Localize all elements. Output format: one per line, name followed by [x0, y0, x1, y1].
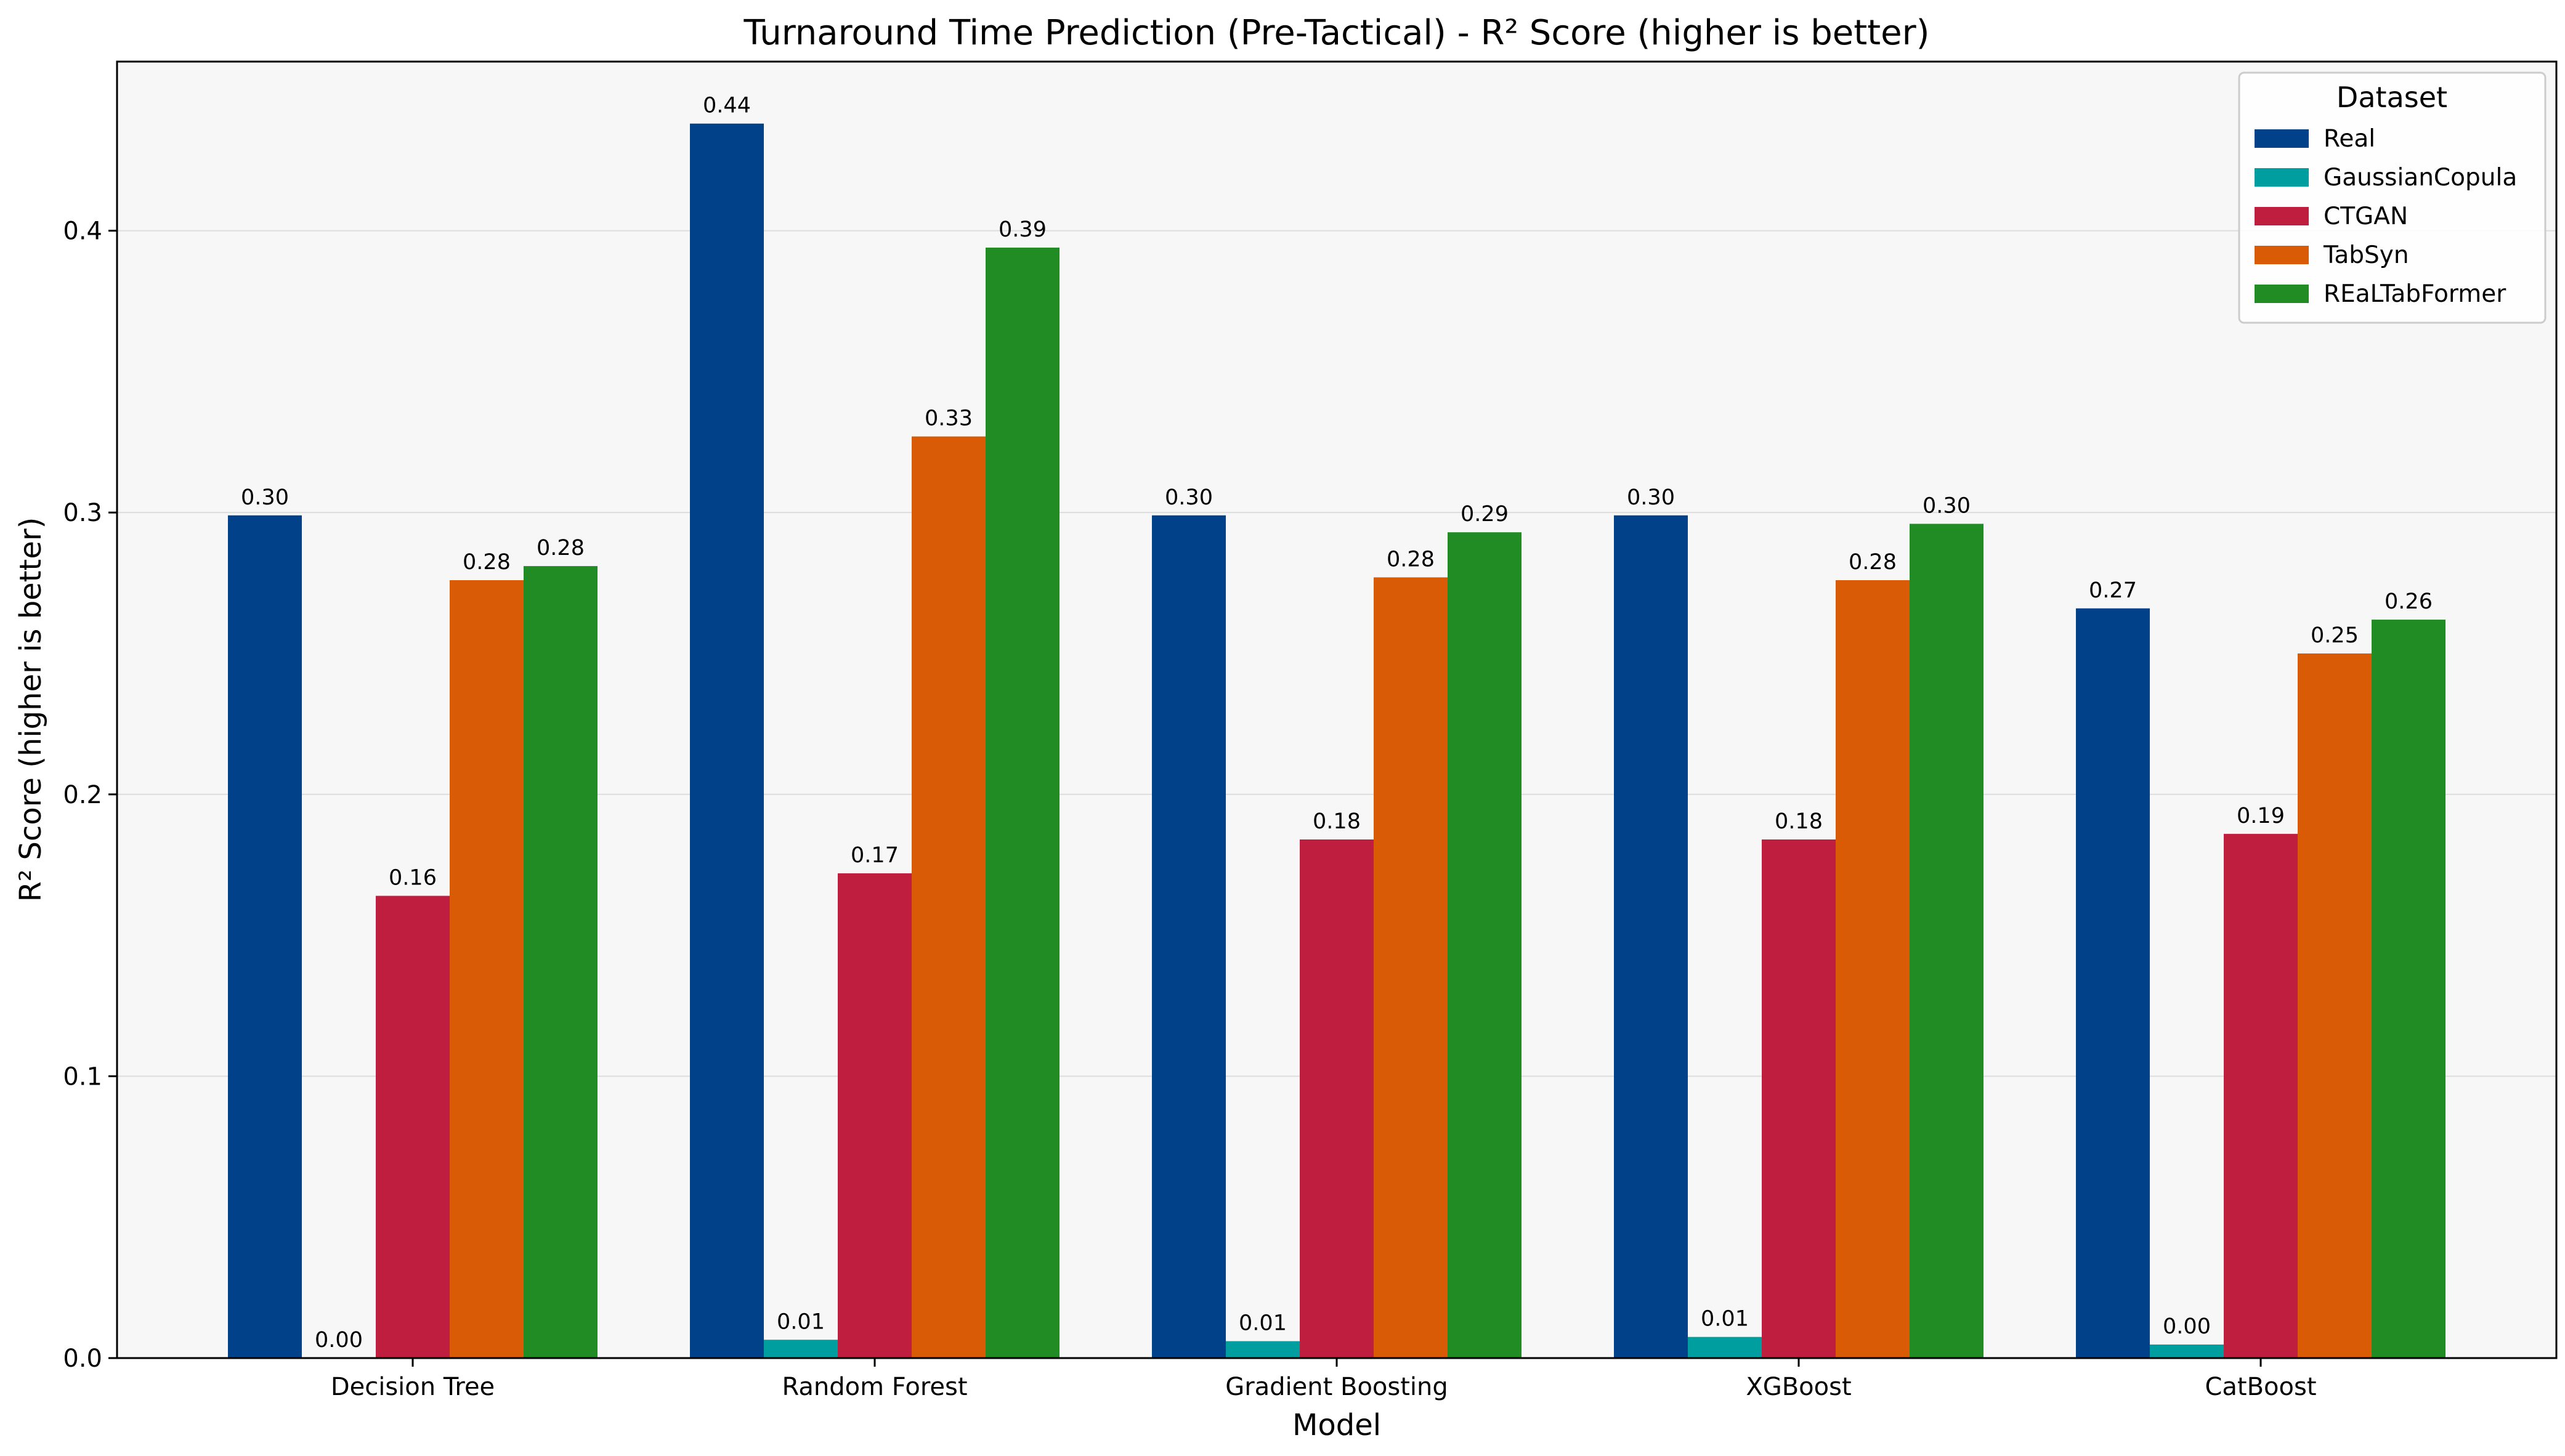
- x-tick-label: CatBoost: [2205, 1373, 2316, 1401]
- bar: [690, 123, 764, 1358]
- bar: [2224, 833, 2298, 1358]
- legend-entry-label: Real: [2324, 125, 2375, 153]
- bar: [1448, 532, 1522, 1358]
- bar: [1226, 1341, 1300, 1358]
- legend-swatch: [2255, 246, 2309, 264]
- bar-value-label: 0.30: [1923, 493, 1971, 518]
- bars: [228, 123, 2445, 1359]
- bar-value-label: 0.17: [851, 843, 899, 868]
- bar-value-label: 0.01: [1701, 1307, 1749, 1332]
- y-tick-label: 0.4: [63, 217, 102, 246]
- bar-value-labels: 0.30 0.00 0.16 0.28 0.28 0.44 0.01 0.17 0.33 0.39…: [241, 94, 2433, 1353]
- bar-value-label: 0.44: [703, 94, 751, 118]
- bar: [450, 580, 524, 1358]
- bar: [1614, 515, 1688, 1358]
- bar-value-label: 0.30: [1627, 485, 1675, 510]
- bar: [2298, 653, 2372, 1358]
- bar-value-label: 0.28: [1849, 550, 1897, 575]
- bar: [1762, 839, 1836, 1358]
- x-tick-label: Random Forest: [782, 1373, 967, 1401]
- legend-entry-label: TabSyn: [2323, 241, 2409, 269]
- legend-swatch: [2255, 207, 2309, 225]
- legend-entry-label: CTGAN: [2324, 203, 2408, 230]
- bar-value-label: 0.16: [389, 866, 437, 891]
- legend-box: [2238, 71, 2547, 324]
- bar-value-label: 0.26: [2385, 589, 2433, 614]
- bar-value-label: 0.18: [1775, 809, 1823, 834]
- bar: [764, 1340, 838, 1358]
- bar: [838, 873, 912, 1358]
- legend-swatch: [2255, 129, 2309, 148]
- bar: [2076, 608, 2150, 1358]
- chart-title: Turnaround Time Prediction (Pre-Tactical…: [744, 13, 1930, 53]
- bar: [2150, 1345, 2224, 1358]
- bar-value-label: 0.28: [537, 536, 585, 560]
- x-tick-label: XGBoost: [1746, 1373, 1851, 1401]
- bar-value-label: 0.30: [241, 485, 289, 510]
- bar: [2372, 620, 2445, 1359]
- bar: [1300, 839, 1374, 1358]
- bar-value-label: 0.18: [1313, 809, 1361, 834]
- legend-swatch: [2255, 285, 2309, 303]
- y-tick-label: 0.3: [63, 499, 102, 527]
- x-axis-title: Model: [1292, 1408, 1381, 1442]
- y-tick-label: 0.0: [63, 1345, 102, 1373]
- legend-entry-label: GaussianCopula: [2324, 164, 2517, 192]
- bar-value-label: 0.01: [777, 1309, 825, 1334]
- bar: [1910, 524, 1984, 1358]
- x-axis-ticks: Decision Tree Random Forest Gradient Boost…: [331, 1358, 2317, 1401]
- bar: [376, 896, 450, 1358]
- bar: [1836, 580, 1910, 1358]
- bar-value-label: 0.25: [2311, 623, 2359, 648]
- bar: [986, 248, 1060, 1358]
- bar-value-label: 0.28: [463, 550, 511, 575]
- legend-title: Dataset: [2336, 81, 2447, 114]
- bar-value-label: 0.01: [1239, 1311, 1287, 1336]
- bar-value-label: 0.00: [315, 1328, 363, 1353]
- bar: [912, 436, 986, 1358]
- legend-entry-label: REaLTabFormer: [2324, 280, 2506, 308]
- y-tick-label: 0.2: [63, 781, 102, 809]
- x-tick-label: Decision Tree: [331, 1373, 495, 1401]
- y-axis-title: R² Score (higher is better): [14, 517, 48, 902]
- bar-value-label: 0.39: [999, 217, 1047, 242]
- bar-value-label: 0.27: [2089, 578, 2137, 603]
- bar-value-label: 0.29: [1461, 502, 1509, 527]
- y-axis-ticks: 0.0 0.1 0.2 0.3 0.4: [63, 217, 117, 1373]
- bar-value-label: 0.00: [2163, 1314, 2211, 1339]
- bar-value-label: 0.33: [925, 406, 973, 431]
- bar: [228, 515, 302, 1358]
- y-tick-label: 0.1: [63, 1062, 102, 1091]
- legend: Dataset Real GaussianCopula CTGAN TabSyn REa…: [2238, 71, 2547, 324]
- bar-value-label: 0.30: [1165, 485, 1213, 510]
- bar-value-label: 0.19: [2237, 804, 2285, 828]
- legend-swatch: [2255, 168, 2309, 187]
- bar: [1374, 577, 1448, 1359]
- bar: [524, 566, 598, 1358]
- x-tick-label: Gradient Boosting: [1225, 1373, 1448, 1401]
- bar: [1152, 515, 1226, 1358]
- bar-value-label: 0.28: [1387, 547, 1435, 572]
- bar: [1688, 1337, 1762, 1358]
